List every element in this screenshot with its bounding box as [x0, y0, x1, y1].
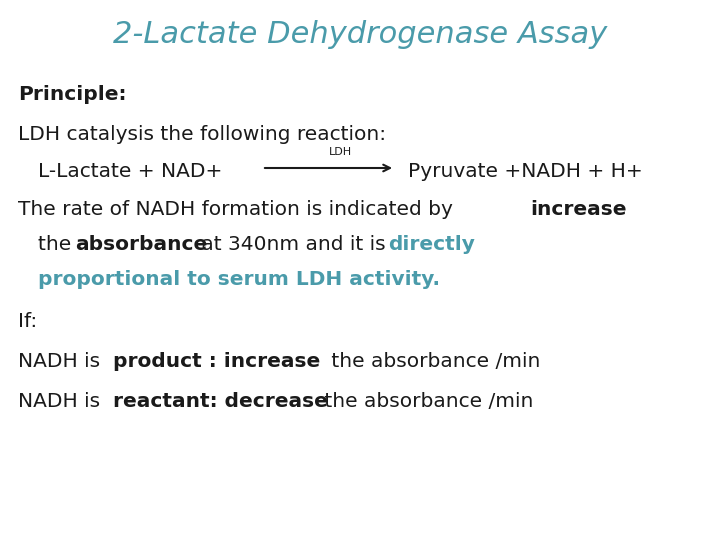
Text: NADH is: NADH is: [18, 352, 107, 371]
Text: the: the: [38, 235, 78, 254]
Text: Principle:: Principle:: [18, 85, 127, 104]
Text: 2-Lactate Dehydrogenase Assay: 2-Lactate Dehydrogenase Assay: [113, 20, 607, 49]
Text: directly: directly: [388, 235, 475, 254]
Text: The rate of NADH formation is indicated by: The rate of NADH formation is indicated …: [18, 200, 459, 219]
Text: the absorbance /min: the absorbance /min: [318, 392, 534, 411]
Text: NADH is: NADH is: [18, 392, 107, 411]
Text: LDH catalysis the following reaction:: LDH catalysis the following reaction:: [18, 125, 386, 144]
Text: Pyruvate +NADH + H+: Pyruvate +NADH + H+: [408, 162, 643, 181]
Text: reactant: decrease: reactant: decrease: [113, 392, 328, 411]
Text: L-Lactate + NAD+: L-Lactate + NAD+: [38, 162, 222, 181]
Text: the absorbance /min: the absorbance /min: [325, 352, 541, 371]
Text: If:: If:: [18, 312, 37, 331]
Text: absorbance: absorbance: [75, 235, 207, 254]
Text: proportional to serum LDH activity.: proportional to serum LDH activity.: [38, 270, 440, 289]
Text: product : increase: product : increase: [113, 352, 320, 371]
Text: at 340nm and it is: at 340nm and it is: [195, 235, 392, 254]
Text: LDH: LDH: [328, 147, 351, 157]
Text: increase: increase: [530, 200, 626, 219]
